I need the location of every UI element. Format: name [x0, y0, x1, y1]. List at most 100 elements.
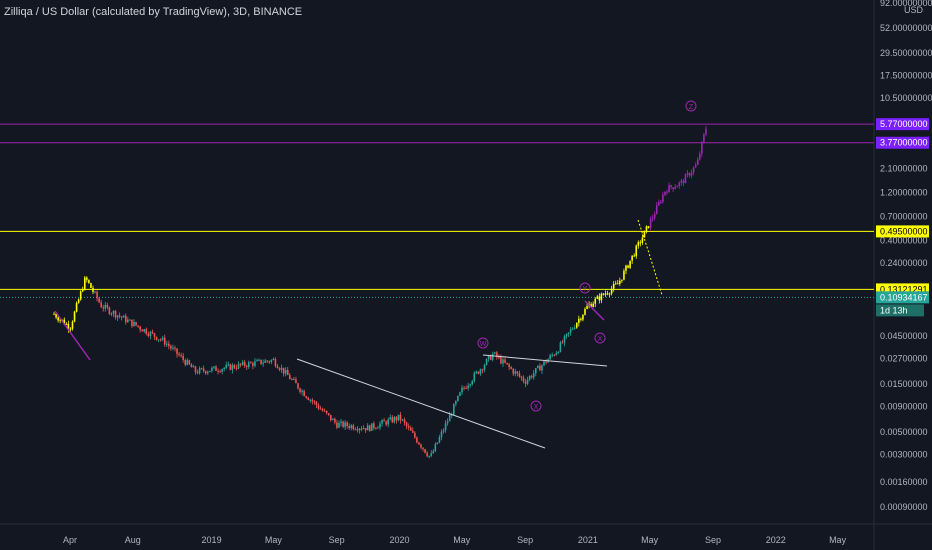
candle-body	[498, 356, 500, 358]
candle-body	[584, 308, 586, 315]
candle-body	[563, 336, 566, 343]
candle-body	[645, 226, 648, 231]
candle-body	[680, 180, 683, 183]
candle-body	[444, 423, 447, 431]
candle-body	[112, 311, 115, 314]
candle-body	[57, 317, 59, 321]
time-tick-label: Apr	[63, 535, 77, 545]
candle-body	[157, 339, 160, 341]
candle-body	[262, 362, 264, 364]
candle-body	[129, 319, 131, 321]
candle-body	[163, 337, 166, 345]
candle-body	[88, 279, 90, 284]
candle-body	[102, 307, 105, 309]
candle-body	[256, 360, 258, 362]
candle-body	[317, 405, 320, 409]
wave-label-circle	[579, 282, 591, 294]
candle-body	[231, 365, 234, 370]
candle-body	[442, 430, 445, 432]
candle-body	[430, 453, 433, 456]
candle-body	[370, 423, 373, 431]
candle-body	[448, 414, 451, 422]
candle-body	[362, 428, 365, 430]
candle-body	[172, 347, 174, 349]
candle-body	[270, 359, 273, 363]
candle-body	[629, 260, 631, 268]
candle-body	[668, 185, 670, 193]
time-tick-label: 2022	[766, 535, 786, 545]
price-tick-label: 0.40000000	[880, 236, 928, 246]
candle-body	[604, 293, 607, 295]
candle-body	[639, 242, 642, 244]
candle-body	[358, 428, 361, 431]
candle-body	[379, 423, 381, 428]
time-tick-label: Sep	[705, 535, 721, 545]
candle-body	[133, 321, 135, 327]
candle-body	[664, 191, 666, 195]
candle-body	[75, 303, 78, 312]
time-tick-label: May	[641, 535, 659, 545]
candle-body	[237, 363, 240, 369]
candle-body	[192, 366, 195, 368]
candle-body	[428, 455, 430, 457]
candle-body	[233, 365, 236, 368]
candle-body	[309, 399, 312, 401]
candle-body	[692, 167, 695, 173]
candle-body	[147, 334, 150, 336]
candle-body	[63, 319, 66, 325]
candle-body	[182, 355, 184, 360]
candle-body	[455, 401, 457, 405]
candle-body	[155, 336, 158, 340]
candle-body	[225, 364, 228, 368]
candle-body	[510, 367, 512, 369]
candle-body	[118, 315, 121, 317]
candle-body	[678, 182, 681, 186]
candle-body	[276, 365, 279, 369]
candle-body	[660, 201, 662, 203]
candle-body	[340, 421, 342, 424]
candle-body	[493, 352, 496, 354]
candle-body	[297, 383, 299, 389]
time-tick-label: Sep	[329, 535, 345, 545]
price-tag-bg	[876, 291, 929, 304]
wave-label-circle	[477, 337, 489, 349]
candle-body	[342, 421, 344, 427]
candle-body	[631, 255, 633, 261]
candle-body	[243, 361, 246, 366]
candle-body	[705, 128, 707, 135]
candle-body	[168, 343, 170, 347]
candle-body	[526, 379, 529, 384]
price-tick-label: 0.00090000	[880, 502, 928, 512]
candle-body	[696, 159, 699, 165]
candle-body	[682, 180, 685, 184]
candle-body	[174, 347, 176, 349]
candle-body	[313, 401, 316, 403]
candle-body	[516, 371, 519, 374]
candle-body	[514, 371, 517, 374]
candle-body	[641, 237, 644, 243]
candle-body	[436, 442, 439, 445]
candle-body	[223, 367, 225, 370]
candle-body	[471, 380, 474, 385]
candle-body	[165, 343, 168, 345]
candle-body	[567, 332, 570, 334]
candle-body	[551, 354, 553, 356]
candle-body	[633, 255, 635, 257]
candle-body	[649, 219, 652, 229]
candle-body	[327, 413, 330, 415]
price-tick-label: 17.50000000	[880, 71, 932, 81]
candle-body	[522, 377, 525, 382]
candle-body	[506, 362, 508, 365]
price-tick-label: 1.20000000	[880, 188, 928, 198]
price-tag-label: 0.49500000	[880, 226, 928, 236]
candle-body	[83, 277, 86, 290]
candle-body	[204, 371, 207, 374]
candle-body	[701, 141, 703, 154]
candle-body	[616, 283, 619, 285]
trendline-purple-1	[54, 310, 91, 361]
candle-body	[86, 277, 88, 280]
candle-body	[502, 359, 504, 364]
candle-body	[571, 328, 574, 330]
